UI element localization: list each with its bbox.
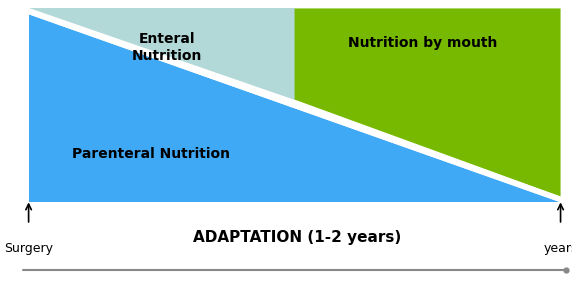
Text: Parenteral Nutrition: Parenteral Nutrition	[72, 147, 230, 161]
Polygon shape	[29, 8, 561, 202]
Text: Surgery: Surgery	[4, 242, 53, 255]
Text: Nutrition by mouth: Nutrition by mouth	[348, 36, 497, 50]
Text: years: years	[543, 242, 572, 255]
Polygon shape	[295, 8, 561, 196]
Text: Enteral
Nutrition: Enteral Nutrition	[132, 31, 202, 63]
Polygon shape	[29, 8, 295, 99]
Text: ADAPTATION (1-2 years): ADAPTATION (1-2 years)	[193, 230, 402, 245]
Polygon shape	[29, 14, 561, 202]
